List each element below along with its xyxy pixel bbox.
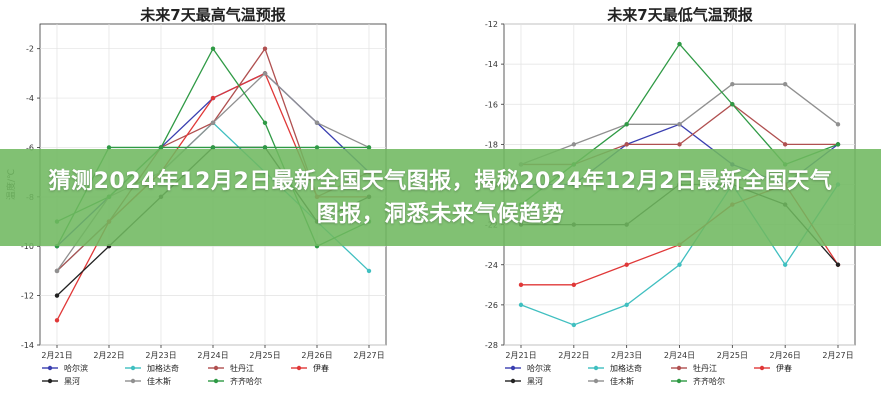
legend-marker <box>47 378 53 384</box>
data-point <box>571 282 577 288</box>
data-point <box>262 145 268 150</box>
x-tick-label: 2月24日 <box>197 351 228 360</box>
data-point <box>835 142 841 147</box>
data-point <box>210 145 216 150</box>
data-point <box>518 302 524 308</box>
x-tick-label: 2月22日 <box>558 351 589 360</box>
legend-label: 哈尔滨 <box>527 363 551 373</box>
data-point <box>54 318 60 323</box>
y-tick-label: -14 <box>485 60 498 69</box>
legend-label: 伊春 <box>313 363 329 373</box>
y-tick-label: -14 <box>21 341 34 350</box>
data-point <box>571 142 577 147</box>
data-point <box>782 262 788 267</box>
data-point <box>54 293 60 298</box>
x-tick-label: 2月21日 <box>505 351 536 360</box>
data-point <box>262 120 268 125</box>
chart-title: 未来7天最低气温预报 <box>606 6 752 24</box>
data-point <box>262 71 268 76</box>
data-point <box>624 302 629 308</box>
data-point <box>54 268 60 274</box>
data-point <box>730 102 735 107</box>
legend-marker <box>213 378 219 384</box>
data-point <box>835 122 841 127</box>
legend-label: 黑河 <box>64 376 80 386</box>
data-point <box>366 145 372 150</box>
y-tick-label: -10 <box>21 242 34 251</box>
data-point <box>782 142 788 147</box>
data-point <box>314 145 320 150</box>
legend-label: 齐齐哈尔 <box>693 376 725 386</box>
data-point <box>677 262 682 267</box>
legend-marker <box>593 365 599 371</box>
legend-marker <box>47 365 53 371</box>
data-point <box>624 262 629 267</box>
y-tick-label: -18 <box>485 140 498 149</box>
x-tick-label: 2月25日 <box>717 351 748 360</box>
y-tick-label: -2 <box>26 45 34 54</box>
legend-marker <box>213 365 219 371</box>
data-point <box>624 122 629 127</box>
data-point <box>158 145 164 150</box>
data-point <box>518 282 524 288</box>
y-tick-label: -4 <box>26 94 34 103</box>
data-point <box>366 268 372 274</box>
y-tick-label: -28 <box>485 341 498 350</box>
legend-label: 佳木斯 <box>610 376 634 386</box>
legend-marker <box>510 378 516 384</box>
legend-marker <box>130 365 136 371</box>
legend-label: 黑河 <box>527 376 543 386</box>
legend-label: 牡丹江 <box>230 363 254 373</box>
legend-label: 伊春 <box>776 363 792 373</box>
x-tick-label: 2月27日 <box>822 351 853 360</box>
legend-label: 哈尔滨 <box>64 363 88 373</box>
chart-title: 未来7天最高气温预报 <box>139 6 285 24</box>
x-tick-label: 2月24日 <box>664 351 695 360</box>
legend-marker <box>130 378 136 384</box>
data-point <box>730 81 735 87</box>
x-tick-label: 2月26日 <box>301 351 332 360</box>
legend-marker <box>296 365 302 371</box>
legend-marker <box>676 365 682 371</box>
legend-label: 加格达奇 <box>147 363 179 373</box>
y-tick-label: -26 <box>485 301 498 310</box>
x-tick-label: 2月23日 <box>145 351 176 360</box>
legend-marker <box>510 365 516 371</box>
legend-marker <box>593 378 599 384</box>
data-point <box>835 262 841 267</box>
x-tick-label: 2月25日 <box>249 351 280 360</box>
legend-marker <box>676 378 682 384</box>
y-tick-label: -24 <box>485 261 498 270</box>
legend-label: 佳木斯 <box>147 376 171 386</box>
y-tick-label: -12 <box>21 292 34 301</box>
data-point <box>262 46 268 51</box>
x-tick-label: 2月23日 <box>611 351 642 360</box>
x-tick-label: 2月27日 <box>353 351 384 360</box>
y-tick-label: -16 <box>485 100 498 109</box>
data-point <box>210 95 216 101</box>
legend-marker <box>759 365 765 371</box>
y-tick-label: -12 <box>485 20 498 29</box>
headline-text: 猜测2024年12月2日最新全国天气图报，揭秘2024年12月2日最新全国天气图… <box>48 168 833 227</box>
data-point <box>314 120 320 125</box>
x-tick-label: 2月26日 <box>770 351 801 360</box>
data-point <box>677 142 682 147</box>
data-point <box>782 81 788 87</box>
data-point <box>210 46 216 51</box>
x-tick-label: 2月22日 <box>93 351 124 360</box>
legend-label: 牡丹江 <box>693 363 717 373</box>
data-point <box>624 142 629 147</box>
legend-label: 加格达奇 <box>610 363 642 373</box>
x-tick-label: 2月21日 <box>41 351 72 360</box>
data-point <box>677 122 682 127</box>
headline-banner: 猜测2024年12月2日最新全国天气图报，揭秘2024年12月2日最新全国天气图… <box>0 149 881 246</box>
legend-label: 齐齐哈尔 <box>230 376 262 386</box>
data-point <box>677 41 682 47</box>
data-point <box>106 145 112 150</box>
data-point <box>571 322 577 328</box>
y-tick-label: -6 <box>26 143 34 152</box>
data-point <box>210 120 216 125</box>
